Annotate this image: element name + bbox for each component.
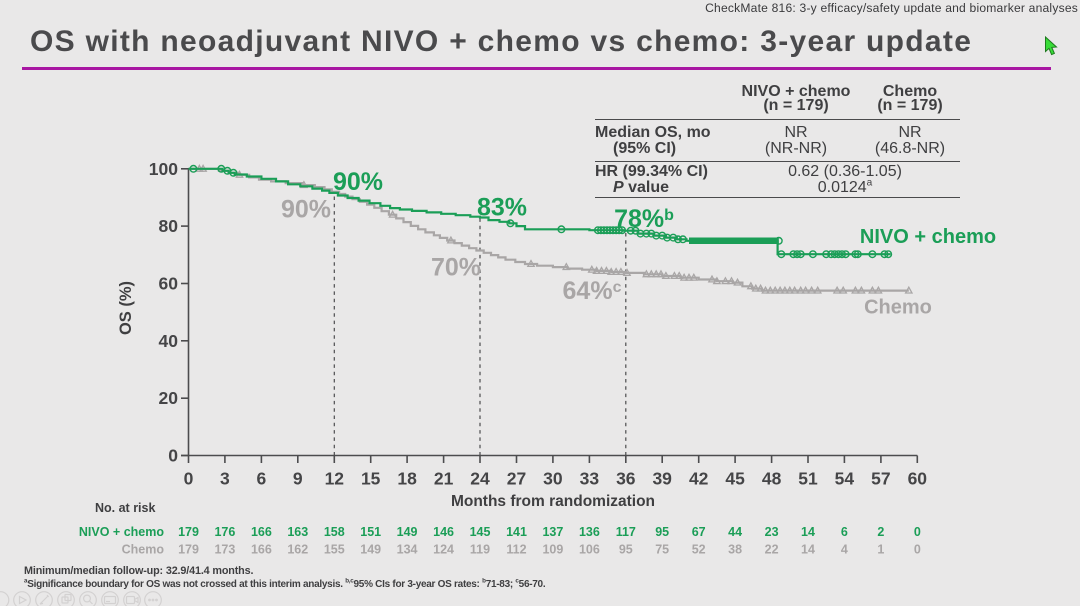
svg-text:162: 162 bbox=[287, 543, 308, 557]
svg-text:158: 158 bbox=[324, 525, 345, 539]
svg-text:124: 124 bbox=[433, 543, 454, 557]
svg-text:12: 12 bbox=[325, 469, 345, 489]
svg-text:149: 149 bbox=[397, 525, 418, 539]
svg-text:0: 0 bbox=[168, 446, 178, 466]
svg-text:Months from randomization: Months from randomization bbox=[451, 493, 655, 510]
svg-text:51: 51 bbox=[798, 469, 818, 489]
svg-text:30: 30 bbox=[543, 469, 563, 489]
svg-text:137: 137 bbox=[542, 525, 563, 539]
svg-text:39: 39 bbox=[652, 469, 672, 489]
svg-text:38: 38 bbox=[728, 543, 742, 557]
svg-text:57: 57 bbox=[871, 469, 890, 489]
svg-text:163: 163 bbox=[287, 525, 308, 539]
svg-text:176: 176 bbox=[214, 525, 235, 539]
svg-text:141: 141 bbox=[506, 525, 527, 539]
svg-text:119: 119 bbox=[470, 543, 490, 557]
svg-text:Chemo: Chemo bbox=[122, 543, 165, 557]
svg-text:Chemo: Chemo bbox=[864, 297, 932, 319]
svg-text:15: 15 bbox=[361, 469, 381, 489]
svg-text:OS (%): OS (%) bbox=[117, 281, 135, 335]
svg-text:112: 112 bbox=[506, 543, 526, 557]
svg-text:134: 134 bbox=[397, 543, 418, 557]
svg-text:70%: 70% bbox=[431, 254, 481, 282]
svg-text:136: 136 bbox=[579, 525, 600, 539]
svg-text:24: 24 bbox=[470, 469, 490, 489]
svg-text:179: 179 bbox=[178, 543, 199, 557]
svg-text:54: 54 bbox=[835, 469, 855, 489]
svg-text:80: 80 bbox=[159, 216, 179, 236]
svg-text:48: 48 bbox=[762, 469, 782, 489]
svg-text:109: 109 bbox=[542, 543, 563, 557]
svg-text:42: 42 bbox=[689, 469, 709, 489]
svg-text:2: 2 bbox=[877, 525, 884, 539]
svg-text:4: 4 bbox=[841, 543, 848, 557]
svg-text:6: 6 bbox=[257, 469, 267, 489]
svg-text:0: 0 bbox=[914, 543, 921, 557]
svg-text:44: 44 bbox=[728, 525, 742, 539]
svg-text:0: 0 bbox=[914, 525, 921, 539]
svg-text:22: 22 bbox=[765, 543, 779, 557]
svg-text:9: 9 bbox=[293, 469, 303, 489]
svg-text:145: 145 bbox=[470, 525, 491, 539]
svg-text:78%b: 78%b bbox=[614, 205, 674, 233]
svg-text:75: 75 bbox=[655, 543, 669, 557]
svg-text:40: 40 bbox=[159, 331, 179, 351]
svg-text:95: 95 bbox=[619, 543, 633, 557]
svg-text:117: 117 bbox=[616, 525, 636, 539]
svg-text:60: 60 bbox=[908, 469, 928, 489]
svg-text:90%: 90% bbox=[281, 196, 331, 224]
svg-text:18: 18 bbox=[397, 469, 417, 489]
svg-text:NIVO + chemo: NIVO + chemo bbox=[860, 226, 996, 248]
svg-text:14: 14 bbox=[801, 543, 815, 557]
svg-text:27: 27 bbox=[507, 469, 526, 489]
svg-text:21: 21 bbox=[434, 469, 454, 489]
svg-text:83%: 83% bbox=[477, 194, 527, 222]
svg-text:60: 60 bbox=[159, 274, 179, 294]
svg-text:1: 1 bbox=[877, 543, 884, 557]
svg-text:166: 166 bbox=[251, 543, 272, 557]
svg-text:106: 106 bbox=[579, 543, 600, 557]
svg-text:6: 6 bbox=[841, 525, 848, 539]
svg-text:173: 173 bbox=[214, 543, 235, 557]
svg-text:64%c: 64%c bbox=[563, 277, 622, 305]
svg-text:179: 179 bbox=[178, 525, 199, 539]
svg-text:52: 52 bbox=[692, 543, 706, 557]
svg-text:100: 100 bbox=[149, 159, 178, 179]
svg-text:0: 0 bbox=[184, 469, 194, 489]
svg-text:155: 155 bbox=[324, 543, 345, 557]
svg-text:No. at risk: No. at risk bbox=[95, 501, 155, 515]
svg-text:20: 20 bbox=[159, 388, 179, 408]
svg-text:3: 3 bbox=[220, 469, 230, 489]
svg-text:67: 67 bbox=[692, 525, 706, 539]
svg-text:166: 166 bbox=[251, 525, 272, 539]
svg-text:146: 146 bbox=[433, 525, 454, 539]
svg-text:NIVO + chemo: NIVO + chemo bbox=[79, 525, 164, 539]
svg-text:36: 36 bbox=[616, 469, 636, 489]
svg-text:14: 14 bbox=[801, 525, 815, 539]
svg-text:33: 33 bbox=[580, 469, 600, 489]
svg-text:149: 149 bbox=[360, 543, 381, 557]
svg-text:95: 95 bbox=[655, 525, 669, 539]
svg-text:151: 151 bbox=[360, 525, 381, 539]
svg-text:45: 45 bbox=[725, 469, 745, 489]
svg-text:90%: 90% bbox=[333, 168, 383, 196]
svg-text:23: 23 bbox=[765, 525, 779, 539]
